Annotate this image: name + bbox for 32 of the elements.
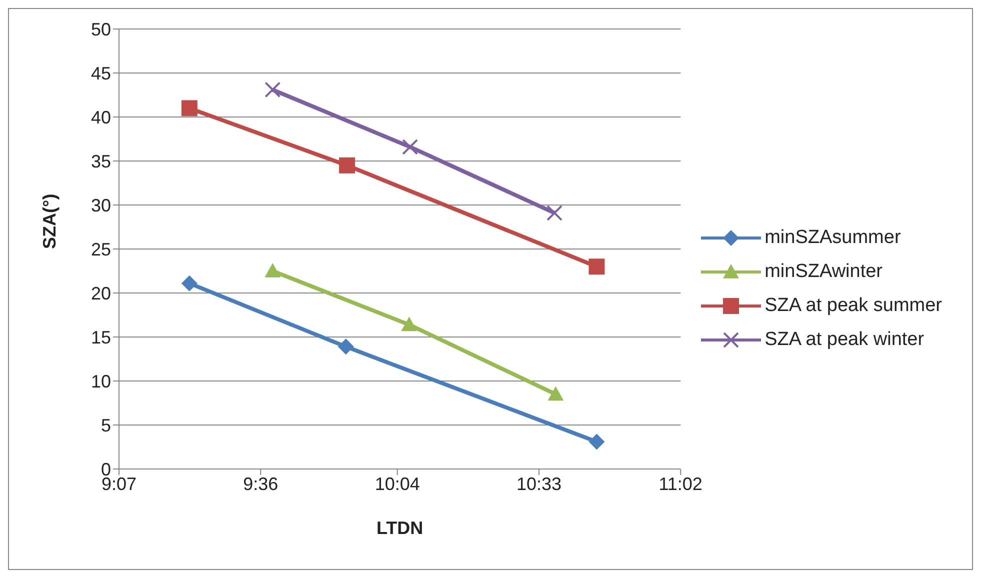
y-tick-label: 50 bbox=[90, 19, 111, 40]
y-axis-title: SZA(°) bbox=[39, 194, 60, 249]
y-tick-label: 25 bbox=[90, 239, 111, 260]
y-tick-label: 20 bbox=[90, 283, 111, 304]
x-tick-label: 10:33 bbox=[516, 474, 562, 494]
x-tick-label: 11:02 bbox=[658, 474, 702, 494]
point bbox=[338, 338, 354, 355]
point bbox=[401, 316, 418, 332]
point bbox=[339, 157, 356, 174]
legend-label: SZA at peak winter bbox=[764, 329, 924, 351]
point bbox=[181, 100, 198, 116]
point bbox=[264, 263, 281, 278]
point bbox=[588, 258, 605, 275]
point bbox=[546, 204, 563, 221]
legend-label: SZA at peak summer bbox=[764, 295, 942, 317]
legend-label: minSZAsummer bbox=[764, 227, 901, 249]
point bbox=[548, 386, 564, 401]
y-tick-label: 30 bbox=[90, 195, 111, 216]
y-tick-label: 45 bbox=[90, 63, 111, 84]
y-tick-label: 15 bbox=[90, 327, 111, 348]
point bbox=[181, 275, 198, 292]
y-tick-label: 40 bbox=[90, 107, 111, 128]
y-tick-label: 10 bbox=[90, 371, 111, 392]
y-tick-label: 35 bbox=[90, 151, 111, 172]
x-axis-title: LTDN bbox=[376, 518, 424, 538]
point bbox=[588, 434, 605, 450]
point bbox=[402, 138, 418, 155]
x-tick-label: 10:04 bbox=[374, 474, 420, 494]
y-tick-label: 5 bbox=[100, 415, 111, 436]
point bbox=[264, 82, 281, 98]
legend-label: minSZAwinter bbox=[764, 261, 882, 283]
x-tick-label: 9:36 bbox=[243, 474, 278, 494]
